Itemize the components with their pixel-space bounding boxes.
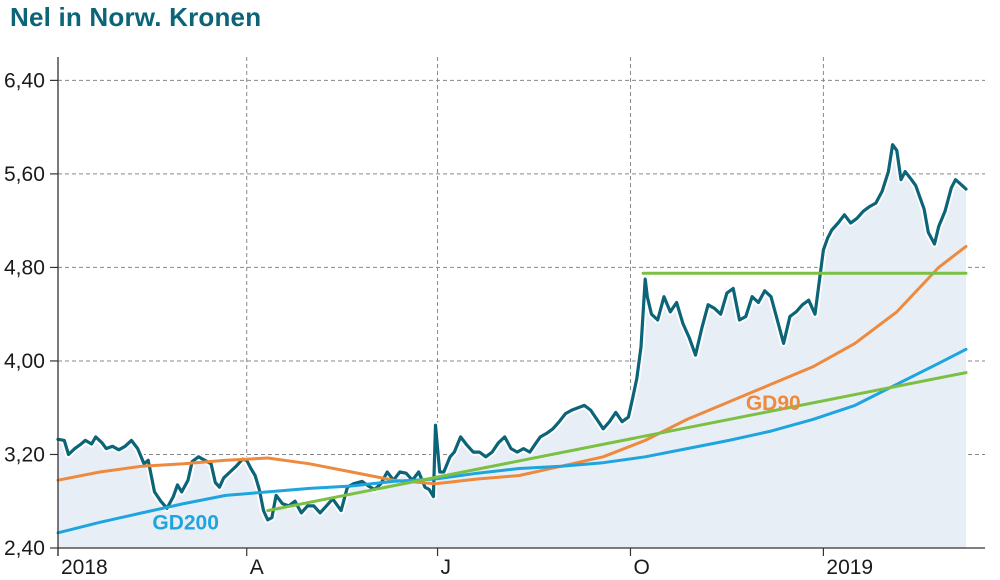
y-tick-label: 4,80 bbox=[4, 256, 45, 279]
x-tick-label: 2019 bbox=[826, 556, 873, 579]
y-tick-label: 3,20 bbox=[4, 443, 45, 466]
labels: GD90 GD200 bbox=[152, 392, 800, 534]
y-tick-label: 2,40 bbox=[4, 537, 45, 560]
price-area bbox=[58, 144, 966, 548]
gd200-label: GD200 bbox=[152, 511, 219, 534]
gd90-label: GD90 bbox=[746, 392, 801, 415]
chart-title: Nel in Norw. Kronen bbox=[10, 2, 262, 32]
series-line-3 bbox=[266, 371, 968, 513]
gd200-line bbox=[56, 347, 968, 535]
x-tick-label: A bbox=[250, 556, 264, 579]
gd90-line bbox=[56, 244, 968, 486]
x-tick-label: J bbox=[441, 556, 452, 579]
x-tick-label: O bbox=[633, 556, 649, 579]
axes: 2,40 3,20 4,00 4,80 5,60 6,40 2018 A J O 2019 bbox=[4, 57, 985, 579]
y-tick-label: 5,60 bbox=[4, 163, 45, 186]
x-tick-label: 2018 bbox=[61, 556, 108, 579]
price-area-fill bbox=[58, 144, 966, 548]
series-lines bbox=[56, 141, 969, 535]
y-tick-label: 4,00 bbox=[4, 350, 45, 373]
y-tick-label: 6,40 bbox=[4, 69, 45, 92]
